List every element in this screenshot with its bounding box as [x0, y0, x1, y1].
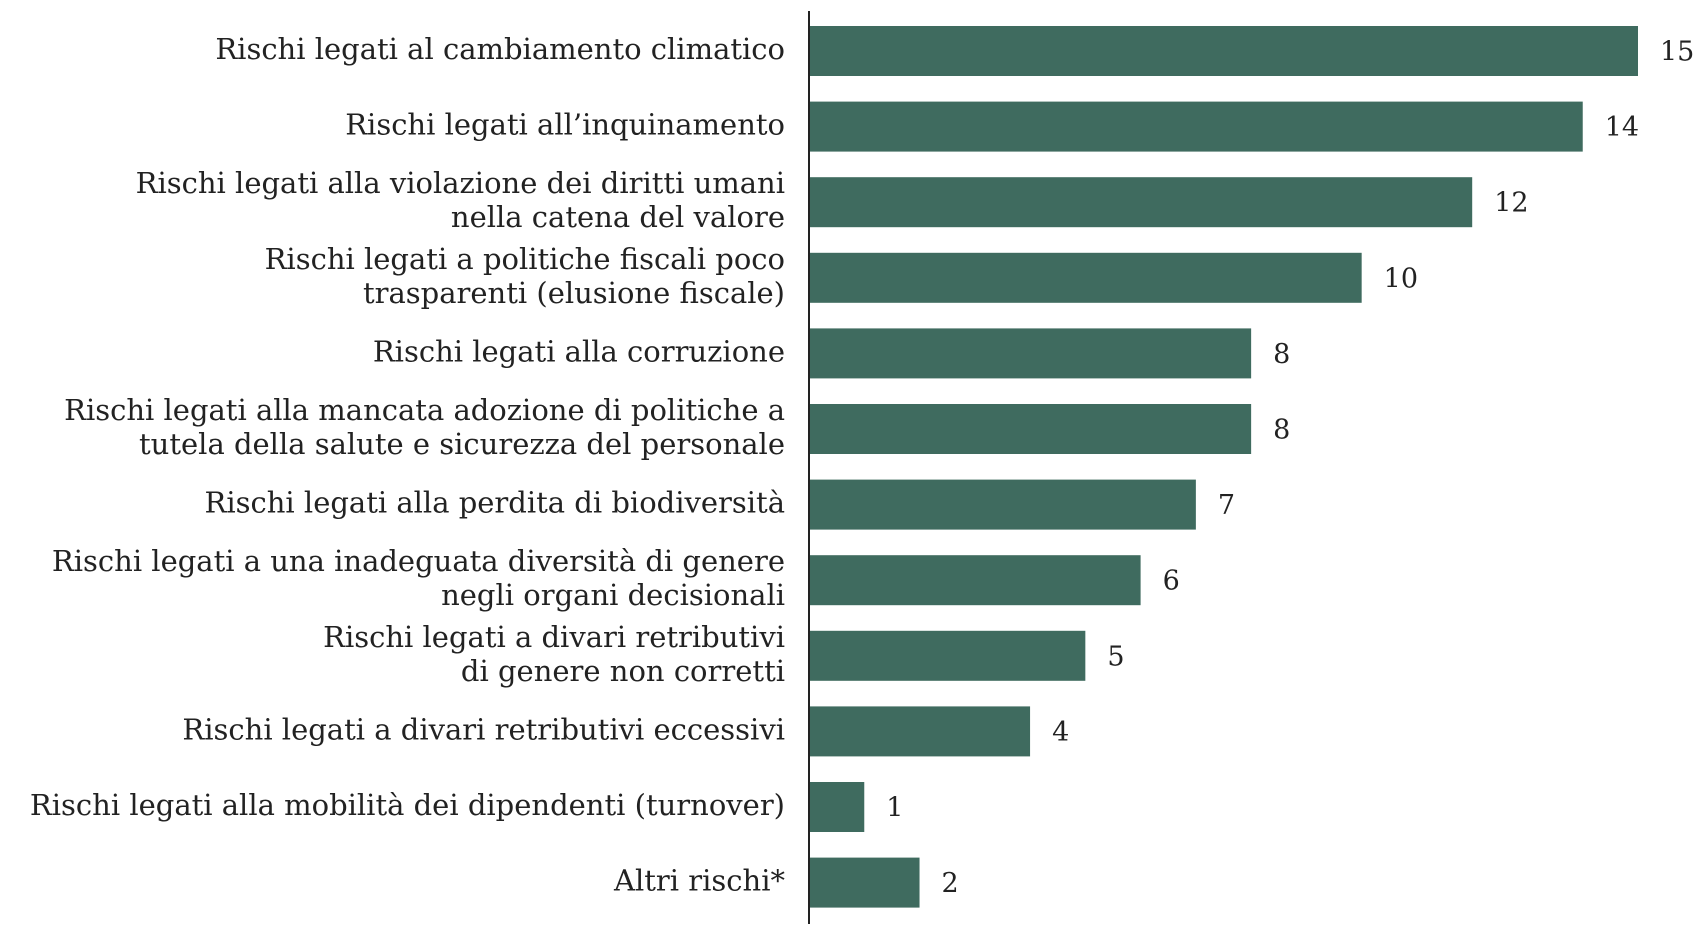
- bar: [809, 252, 1362, 303]
- value-label: 5: [1107, 641, 1124, 672]
- bar: [809, 479, 1196, 530]
- value-label: 6: [1163, 566, 1180, 597]
- category-label: Rischi legati a una inadeguata diversità…: [52, 544, 785, 612]
- bar: [809, 177, 1473, 228]
- category-label: Altri rischi*: [613, 864, 785, 898]
- category-label: Rischi legati alla mobilità dei dipenden…: [30, 788, 785, 822]
- value-label: 2: [942, 868, 959, 899]
- value-label: 4: [1052, 717, 1069, 748]
- bar: [809, 630, 1086, 681]
- value-label: 8: [1273, 415, 1290, 446]
- bar: [809, 328, 1252, 379]
- category-label: Rischi legati alla violazione dei diritt…: [136, 166, 785, 234]
- bar: [809, 857, 920, 908]
- value-label: 12: [1494, 188, 1528, 219]
- bar: [809, 706, 1031, 757]
- category-label: Rischi legati al cambiamento climatico: [215, 32, 785, 66]
- category-label: Rischi legati a divari retributivi di gen…: [323, 620, 785, 688]
- value-label: 10: [1384, 263, 1418, 294]
- category-label: Rischi legati alla perdita di biodiversi…: [205, 486, 785, 520]
- value-label: 14: [1605, 112, 1639, 143]
- category-label: Rischi legati alla mancata adozione di p…: [64, 393, 785, 461]
- bar: [809, 101, 1583, 152]
- bar: [809, 782, 865, 832]
- category-label: Rischi legati a politiche fiscali poco tr…: [265, 242, 785, 310]
- value-label: 8: [1273, 339, 1290, 370]
- value-label: 1: [886, 793, 903, 824]
- bar: [809, 26, 1638, 76]
- category-label: Rischi legati all’inquinamento: [345, 108, 785, 142]
- bar: [809, 555, 1141, 606]
- value-label: 7: [1218, 490, 1235, 521]
- category-label: Rischi legati alla corruzione: [373, 334, 785, 368]
- value-label: 15: [1660, 37, 1694, 68]
- category-label: Rischi legati a divari retributivi ecces…: [182, 712, 785, 746]
- bar: [809, 404, 1252, 454]
